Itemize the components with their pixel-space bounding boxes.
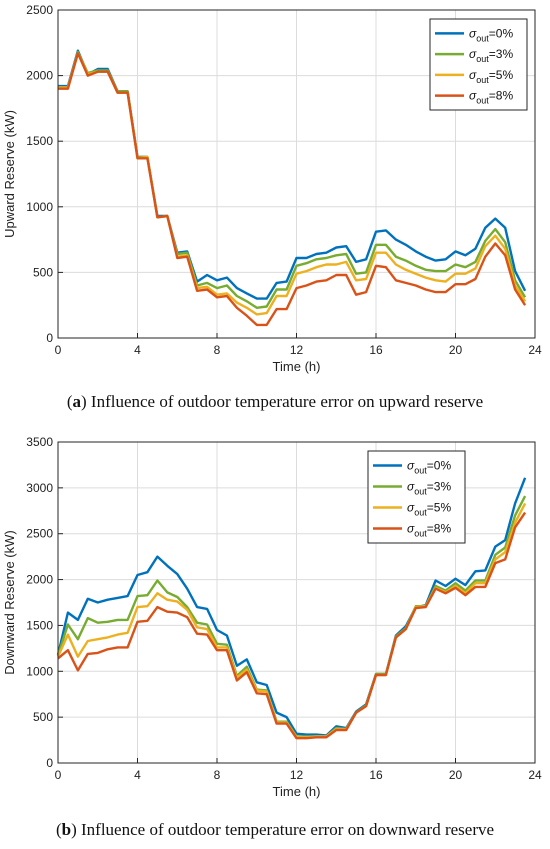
y-tick-label: 1500 xyxy=(26,618,53,632)
legend-label: σout=8% xyxy=(407,522,451,539)
y-axis-label: Downward Reserve (kW) xyxy=(2,530,17,674)
y-tick-label: 1000 xyxy=(26,664,53,678)
y-tick-label: 1500 xyxy=(26,134,53,148)
y-tick-label: 0 xyxy=(46,331,53,345)
caption-a: (a) Influence of outdoor temperature err… xyxy=(66,392,484,411)
x-tick-label: 4 xyxy=(134,768,141,782)
legend-label: σout=0% xyxy=(407,459,451,476)
caption-b-text: Influence of outdoor temperature error o… xyxy=(81,820,495,839)
y-tick-label: 500 xyxy=(33,710,53,724)
y-tick-label: 2500 xyxy=(26,3,53,17)
x-tick-label: 20 xyxy=(449,768,463,782)
legend-label: σout=0% xyxy=(469,26,513,43)
y-tick-label: 1000 xyxy=(26,200,53,214)
caption-b: (b) Influence of outdoor temperature err… xyxy=(55,820,495,839)
x-tick-label: 0 xyxy=(55,343,62,357)
x-tick-label: 8 xyxy=(214,768,221,782)
y-tick-label: 2000 xyxy=(26,69,53,83)
x-tick-label: 4 xyxy=(134,343,141,357)
downward-reserve-chart: 0 4 8 12 16 20 24 0 500 1000 1500 2000 2500 3000 3500 T… xyxy=(2,435,542,799)
legend: σout=0% σout=3% σout=5% σout=8% xyxy=(429,18,528,111)
series-line xyxy=(58,52,527,327)
y-tick-label: 2000 xyxy=(26,573,53,587)
x-tick-label: 12 xyxy=(290,768,304,782)
x-tick-label: 20 xyxy=(449,343,463,357)
series-line xyxy=(56,477,527,737)
legend-label: σout=3% xyxy=(407,480,451,497)
legend-label: σout=5% xyxy=(407,501,451,518)
x-tick-label: 16 xyxy=(369,768,383,782)
y-axis-label: Upward Reserve (kW) xyxy=(2,110,17,238)
x-tick-label: 0 xyxy=(55,768,62,782)
x-tick-label: 16 xyxy=(369,343,383,357)
y-tick-label: 500 xyxy=(33,265,53,279)
x-axis-label: Time (h) xyxy=(273,784,321,799)
x-tick-label: 24 xyxy=(528,343,542,357)
x-tick-label: 12 xyxy=(290,343,304,357)
legend-label: σout=3% xyxy=(469,47,513,64)
x-tick-label: 24 xyxy=(528,768,542,782)
y-tick-label: 2500 xyxy=(26,527,53,541)
y-tick-label: 0 xyxy=(46,756,53,770)
y-tick-label: 3000 xyxy=(26,481,53,495)
x-axis-label: Time (h) xyxy=(273,359,321,374)
legend-label: σout=8% xyxy=(469,89,513,106)
y-tick-label: 3500 xyxy=(26,435,53,449)
legend: σout=0% σout=3% σout=5% σout=8% xyxy=(367,450,466,544)
upward-reserve-chart: 0 4 8 12 16 20 24 0 500 1000 1500 2000 2500 Time (h) U… xyxy=(2,3,542,374)
series-line xyxy=(57,511,527,740)
legend-label: σout=5% xyxy=(469,68,513,85)
caption-a-text: Influence of outdoor temperature error o… xyxy=(90,392,484,411)
x-tick-label: 8 xyxy=(214,343,221,357)
